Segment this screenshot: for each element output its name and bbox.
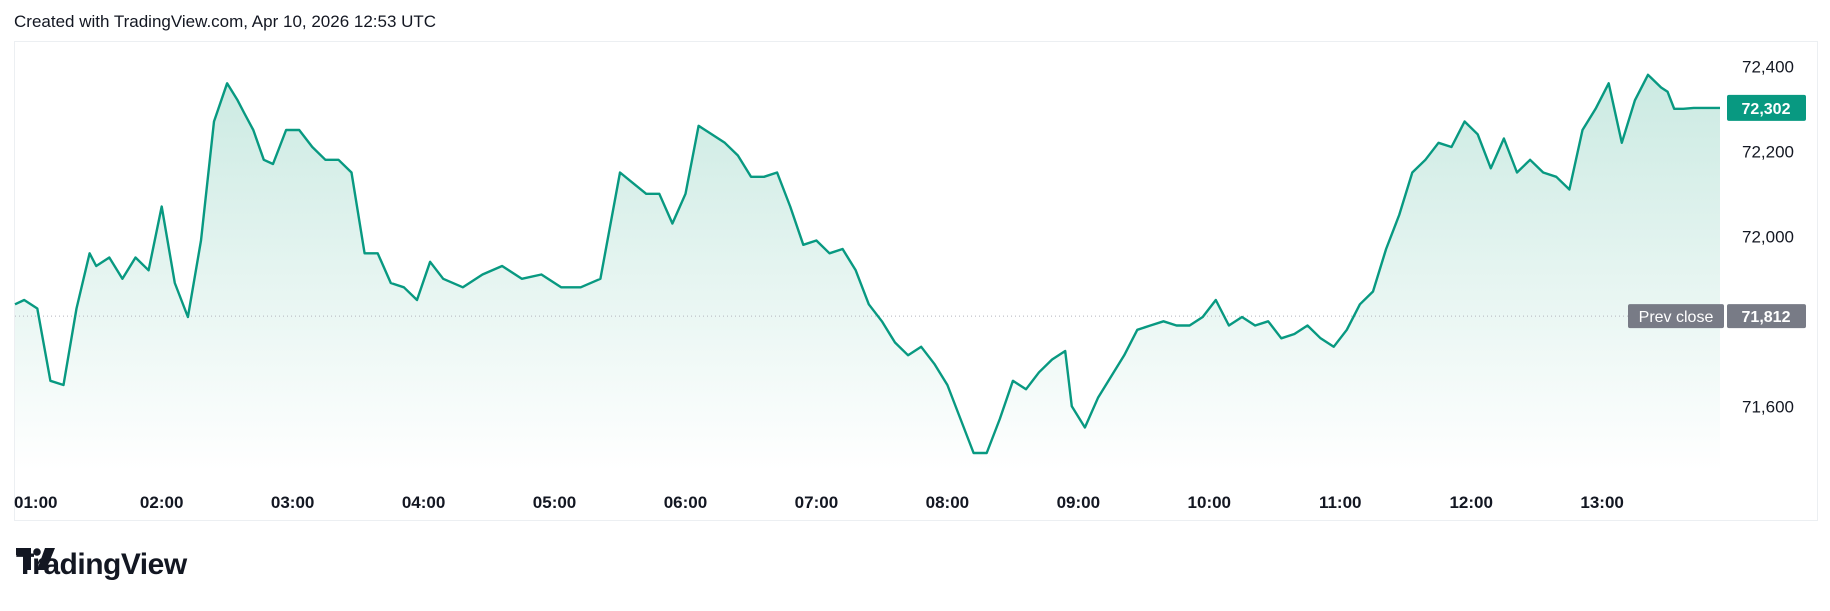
x-tick-label: 01:00: [14, 493, 57, 512]
tradingview-logo: TradingView: [16, 548, 187, 582]
x-tick-label: 13:00: [1580, 493, 1623, 512]
y-tick-label: 72,400: [1742, 57, 1794, 76]
x-tick-label: 11:00: [1319, 493, 1362, 512]
price-chart: 01:00 02:00 03:00 04:00 05:00 06:00 07:00 08:00…: [14, 57, 1806, 512]
tradingview-logo-icon: [16, 548, 55, 570]
x-tick-label: 08:00: [926, 493, 969, 512]
x-tick-label: 04:00: [402, 493, 445, 512]
y-tick-label: 72,200: [1742, 142, 1794, 161]
price-line: [14, 73, 1720, 455]
last-price-tag: [1727, 94, 1806, 121]
prev-close-price: 71,812: [1742, 309, 1791, 326]
created-with-caption: Created with TradingView.com, Apr 10, 20…: [14, 12, 437, 31]
x-tick-label: 05:00: [533, 493, 576, 512]
y-tick-label: 71,600: [1742, 397, 1794, 416]
x-tick-label: 06:00: [664, 493, 707, 512]
chart-frame: [14, 41, 1818, 521]
prev-close-title-tag: [1628, 304, 1724, 329]
x-tick-label: 09:00: [1057, 493, 1100, 512]
last-price-label: 72,302: [1742, 101, 1791, 118]
price-area-fill: [15, 74, 1720, 471]
prev-close-price-tag: [1727, 304, 1806, 329]
x-tick-label: 02:00: [140, 493, 183, 512]
y-tick-label: 72,000: [1742, 227, 1794, 246]
prev-close-title: Prev close: [1639, 309, 1714, 326]
x-tick-label: 12:00: [1449, 493, 1492, 512]
x-tick-label: 07:00: [795, 493, 838, 512]
x-tick-label: 10:00: [1188, 493, 1231, 512]
x-tick-label: 03:00: [271, 493, 314, 512]
